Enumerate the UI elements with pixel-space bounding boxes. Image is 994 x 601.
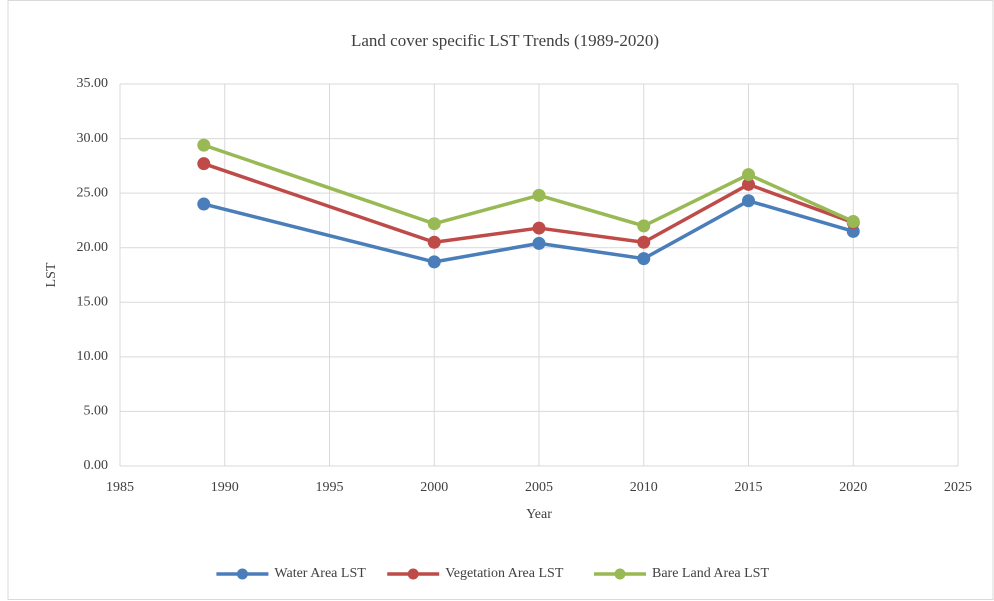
- point: [427, 235, 441, 249]
- legend-label: Water Area LST: [274, 566, 366, 581]
- series-line: [203, 199, 854, 264]
- x-tick-label: 1985: [106, 480, 134, 495]
- series-line: [203, 162, 854, 245]
- point: [197, 157, 211, 171]
- legend-marker: [236, 568, 248, 580]
- y-axis-title: LST: [44, 262, 59, 287]
- x-tick-label: 1995: [316, 480, 344, 495]
- y-tick-label: 35.00: [77, 76, 109, 91]
- point: [532, 188, 546, 202]
- point: [532, 236, 546, 250]
- point: [637, 235, 651, 249]
- chart-title: Land cover specific LST Trends (1989-202…: [351, 31, 659, 50]
- y-tick-label: 5.00: [84, 404, 109, 419]
- point: [742, 168, 755, 182]
- legend-label: Vegetation Area LST: [445, 566, 564, 581]
- x-tick-label: 1990: [211, 480, 239, 495]
- y-tick-label: 10.00: [77, 349, 109, 364]
- point: [427, 217, 441, 231]
- x-tick-label: 2025: [944, 480, 972, 495]
- point: [197, 197, 211, 211]
- x-tick-label: 2000: [420, 480, 448, 495]
- y-tick-label: 25.00: [77, 185, 109, 200]
- point: [846, 215, 860, 229]
- y-tick-label: 30.00: [77, 131, 109, 146]
- x-tick-label: 2005: [525, 480, 553, 495]
- x-tick-label: 2015: [735, 480, 763, 495]
- legend-marker: [407, 568, 419, 580]
- point: [637, 219, 651, 233]
- x-tick-label: 2020: [839, 480, 867, 495]
- y-tick-label: 0.00: [84, 458, 109, 473]
- point: [532, 221, 546, 235]
- point: [637, 252, 651, 266]
- point: [742, 177, 755, 191]
- point: [427, 255, 441, 269]
- legend-label: Bare Land Area LST: [652, 566, 769, 581]
- series-line: [203, 143, 854, 228]
- chart-border: [7, 0, 994, 600]
- y-tick-label: 15.00: [77, 295, 109, 310]
- y-tick-label: 20.00: [77, 240, 109, 255]
- point: [742, 194, 755, 208]
- x-axis-title: Year: [526, 507, 552, 522]
- point: [197, 138, 211, 152]
- legend-marker: [614, 568, 626, 580]
- x-tick-label: 2010: [630, 480, 658, 495]
